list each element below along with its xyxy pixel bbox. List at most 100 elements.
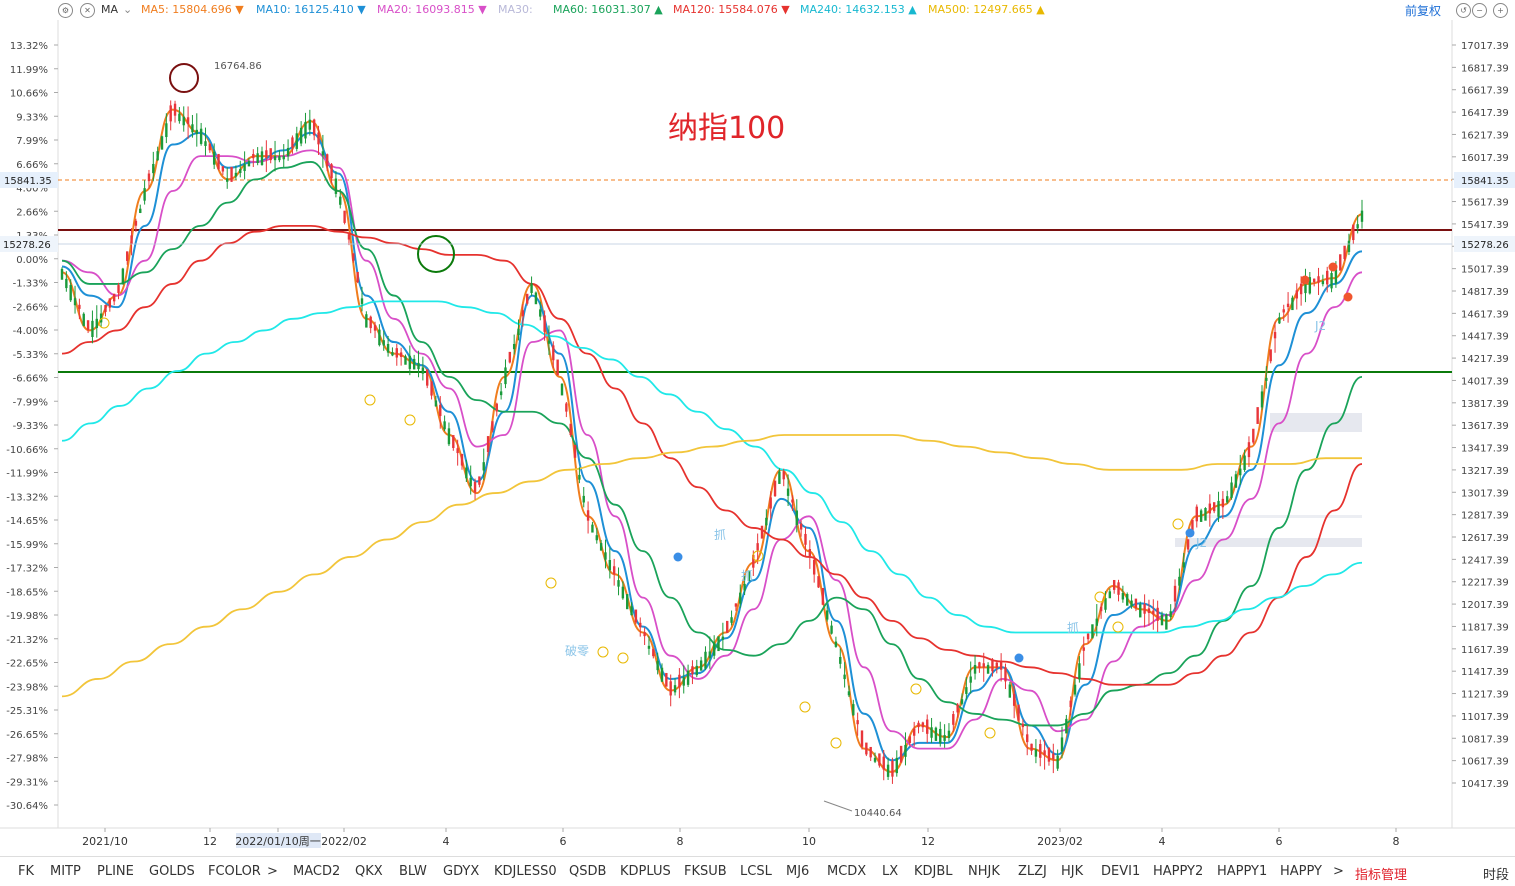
indicator-tab[interactable]: KDPLUS — [620, 864, 671, 879]
indicator-tab[interactable]: FKSUB — [684, 864, 727, 879]
candle-body — [512, 343, 516, 350]
indicator-tab[interactable]: DEVI1 — [1101, 864, 1141, 879]
candle-body — [543, 315, 546, 332]
indicator-tab[interactable]: 指标管理 — [1355, 868, 1408, 883]
candle-body — [465, 467, 468, 479]
chevron-right-icon[interactable]: > — [1333, 864, 1344, 879]
candle-body — [730, 617, 733, 623]
candle-body — [765, 517, 768, 526]
candle-body — [869, 746, 872, 758]
indicator-tab[interactable]: LCSL — [740, 864, 772, 879]
candle-body — [443, 421, 446, 430]
candle-body — [1265, 377, 1268, 381]
indicator-tab[interactable]: PLINE — [97, 864, 134, 879]
chevron-right-icon[interactable]: > — [267, 864, 278, 879]
indicator-tab[interactable]: NHJK — [968, 864, 1000, 879]
indicator-tab[interactable]: QKX — [355, 864, 383, 879]
candle-body — [334, 178, 338, 194]
pct-tick-label: -6.66% — [13, 374, 48, 385]
candle-body — [60, 268, 64, 280]
candle-body — [221, 166, 225, 172]
candle-body — [943, 735, 946, 741]
crosshair-time-highlight — [236, 833, 321, 848]
indicator-tab[interactable]: ZLZJ — [1018, 864, 1047, 879]
indicator-tab[interactable]: HAPPY — [1280, 864, 1323, 879]
indicator-tab[interactable]: BLW — [399, 864, 427, 879]
price-tick-label: 16217.39 — [1461, 130, 1509, 141]
candle-body — [73, 298, 77, 306]
indicator-tab[interactable]: FCOLOR — [208, 864, 261, 879]
indicator-tab[interactable]: GOLDS — [149, 864, 195, 879]
candle-body — [160, 136, 164, 150]
candle-body — [517, 328, 520, 336]
gear-icon[interactable]: ⚙ — [58, 3, 73, 18]
candle-body — [1221, 498, 1225, 508]
indicator-tab[interactable]: FK — [18, 864, 35, 879]
candle-body — [299, 127, 303, 144]
ma-legend-ma240[interactable]: MA240: 14632.153 ▲ — [800, 3, 917, 16]
candle-body — [1039, 744, 1042, 758]
ma-legend-ma20[interactable]: MA20: 16093.815 ▼ — [377, 3, 487, 16]
indicator-tab[interactable]: HAPPY2 — [1153, 864, 1204, 879]
pct-tick-label: -19.98% — [6, 611, 48, 622]
indicator-tab[interactable]: MCDX — [827, 864, 867, 879]
candle-body — [747, 571, 751, 582]
indicator-tab[interactable]: KDJLESS0 — [494, 864, 557, 879]
maximize-icon[interactable]: + — [1493, 3, 1508, 18]
indicator-tab[interactable]: HJK — [1061, 864, 1084, 879]
time-tick-label: 8 — [677, 835, 684, 848]
indicator-tab[interactable]: 时段 — [1483, 868, 1510, 883]
candle-body — [708, 651, 712, 658]
ma-legend-ma10[interactable]: MA10: 16125.410 ▼ — [256, 3, 366, 16]
candle-body — [886, 764, 890, 777]
cycle-marker — [364, 394, 376, 406]
cycle-marker — [545, 577, 557, 589]
candle-body — [304, 121, 307, 139]
ma-legend-ma30[interactable]: MA30: — [498, 3, 533, 16]
candle-body — [821, 587, 825, 605]
indicator-tab[interactable]: LX — [882, 864, 899, 879]
candle-body — [1295, 290, 1298, 299]
pct-tick-label: -9.33% — [13, 421, 48, 432]
candle-body — [212, 151, 216, 165]
indicator-tab[interactable]: MACD2 — [293, 864, 341, 879]
candle-body — [104, 305, 107, 312]
indicator-toolbar: ⚙ ✕ MA ⌄ MA5: 15804.696 ▼ MA10: 16125.410… — [0, 0, 1515, 20]
chevron-down-icon[interactable]: ⌄ — [123, 3, 133, 16]
indicator-tab[interactable]: MITP — [50, 864, 81, 879]
candle-body — [560, 383, 564, 396]
indicator-tab[interactable]: QSDB — [569, 864, 607, 879]
candle-body — [686, 670, 690, 685]
ma-legend-ma500[interactable]: MA500: 12497.665 ▲ — [928, 3, 1045, 16]
candle-body — [239, 169, 242, 173]
adjust-price-button[interactable]: 前复权 — [1405, 4, 1442, 18]
time-tick-label: 2023/02 — [1037, 835, 1083, 848]
price-chart[interactable]: 17017.39 16817.39 16617.39 16417.39 16217.39… — [0, 20, 1515, 856]
ma-legend-ma120[interactable]: MA120: 15584.076 ▼ — [673, 3, 790, 16]
pct-tick-label: -23.98% — [6, 682, 48, 693]
candle-body — [1352, 224, 1355, 241]
minimize-icon[interactable]: − — [1472, 3, 1487, 18]
undo-icon[interactable]: ↺ — [1456, 3, 1471, 18]
indicator-tab[interactable]: MJ6 — [786, 864, 810, 879]
signal-dot — [1328, 262, 1338, 272]
candle-body — [1108, 591, 1112, 599]
ma-legend-ma60[interactable]: MA60: 16031.307 ▲ — [553, 3, 663, 16]
signal-dot — [1014, 653, 1024, 663]
candle-body — [917, 722, 920, 728]
candle-body — [743, 583, 746, 591]
ma-legend-ma5[interactable]: MA5: 15804.696 ▼ — [141, 3, 244, 16]
candle-body — [1095, 618, 1098, 626]
candle-body — [112, 293, 116, 302]
indicator-tab[interactable]: KDJBL — [914, 864, 953, 879]
indicator-tab[interactable]: HAPPY1 — [1217, 864, 1268, 879]
candle-body — [395, 348, 398, 358]
time-tick-label: 12 — [921, 835, 935, 848]
indicator-name[interactable]: MA — [101, 3, 119, 16]
candle-body — [417, 362, 420, 370]
indicator-tab[interactable]: GDYX — [443, 864, 480, 879]
close-icon[interactable]: ✕ — [80, 3, 95, 18]
candle-body — [1030, 743, 1033, 751]
candle-body — [486, 436, 490, 453]
signal-dot — [673, 552, 683, 562]
